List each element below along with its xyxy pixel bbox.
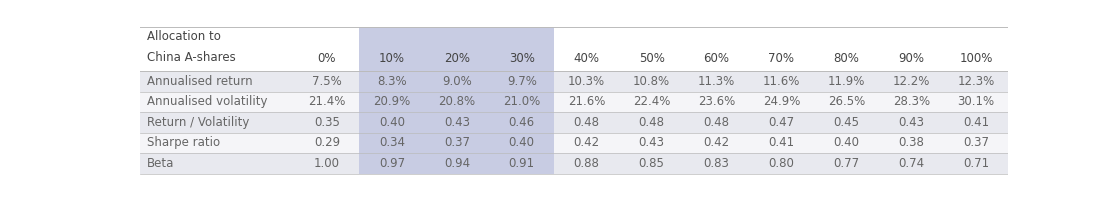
Bar [140,92,1008,112]
Text: 0.48: 0.48 [703,116,729,129]
Text: Annualised volatility: Annualised volatility [147,95,268,108]
Text: 20.9%: 20.9% [373,95,411,108]
Text: 23.6%: 23.6% [698,95,735,108]
Text: Allocation to: Allocation to [147,31,221,43]
Text: 20.8%: 20.8% [438,95,475,108]
Text: 0.94: 0.94 [444,157,470,170]
Text: 9.7%: 9.7% [507,75,536,88]
Text: 0.37: 0.37 [444,136,469,149]
Text: 0.41: 0.41 [768,136,794,149]
Text: 60%: 60% [703,53,729,65]
Text: 10.3%: 10.3% [568,75,605,88]
Text: 0.47: 0.47 [768,116,794,129]
Text: 0.48: 0.48 [573,116,599,129]
Text: 0.34: 0.34 [379,136,405,149]
Text: 0.43: 0.43 [898,116,924,129]
Text: 30%: 30% [508,53,534,65]
Bar [140,153,1008,174]
Text: 80%: 80% [833,53,859,65]
Text: China A-shares: China A-shares [147,51,235,64]
Text: 90%: 90% [898,53,924,65]
Text: 0.43: 0.43 [444,116,469,129]
Text: 40%: 40% [573,53,599,65]
Text: 28.3%: 28.3% [893,95,930,108]
Text: 0.35: 0.35 [314,116,339,129]
Text: Annualised return: Annualised return [147,75,253,88]
Bar [140,133,1008,153]
Text: 0.77: 0.77 [833,157,859,170]
Bar [140,112,1008,133]
Text: 24.9%: 24.9% [763,95,800,108]
Text: 11.3%: 11.3% [698,75,735,88]
Bar [360,27,554,174]
Text: 0.43: 0.43 [638,136,664,149]
Text: 0.91: 0.91 [508,157,535,170]
Text: 0.40: 0.40 [379,116,405,129]
Text: 21.0%: 21.0% [503,95,540,108]
Text: 12.3%: 12.3% [958,75,995,88]
Text: 9.0%: 9.0% [442,75,472,88]
Text: 0.83: 0.83 [703,157,729,170]
Text: 0.48: 0.48 [638,116,664,129]
Text: 0.41: 0.41 [963,116,989,129]
Text: 10%: 10% [379,53,405,65]
Text: 0.71: 0.71 [963,157,989,170]
Text: 70%: 70% [768,53,794,65]
Text: 30.1%: 30.1% [958,95,995,108]
Text: 0.38: 0.38 [898,136,924,149]
Text: Return / Volatility: Return / Volatility [147,116,250,129]
Text: 7.5%: 7.5% [312,75,342,88]
Bar [360,92,554,112]
Text: 12.2%: 12.2% [893,75,930,88]
Text: 50%: 50% [638,53,664,65]
Text: 22.4%: 22.4% [633,95,670,108]
Text: 0.45: 0.45 [833,116,859,129]
Text: 0.74: 0.74 [898,157,924,170]
Text: 100%: 100% [960,53,993,65]
Text: 0.80: 0.80 [768,157,794,170]
Text: 11.6%: 11.6% [763,75,800,88]
Text: 1.00: 1.00 [314,157,340,170]
Text: 26.5%: 26.5% [828,95,865,108]
Text: 0.40: 0.40 [508,136,534,149]
Text: 0.42: 0.42 [703,136,729,149]
Text: Sharpe ratio: Sharpe ratio [147,136,220,149]
Bar [360,133,554,153]
Bar [360,153,554,174]
Text: 0%: 0% [318,53,336,65]
Bar [360,71,554,92]
Text: 0.46: 0.46 [508,116,535,129]
Text: 0.97: 0.97 [379,157,405,170]
Text: 20%: 20% [444,53,469,65]
Text: 0.85: 0.85 [638,157,664,170]
Bar [360,112,554,133]
Text: 8.3%: 8.3% [377,75,407,88]
Text: 10.8%: 10.8% [633,75,670,88]
Bar [140,71,1008,92]
Text: Beta: Beta [147,157,175,170]
Text: 11.9%: 11.9% [828,75,865,88]
Text: 0.37: 0.37 [963,136,989,149]
Text: 0.29: 0.29 [314,136,340,149]
Text: 21.4%: 21.4% [308,95,346,108]
Text: 21.6%: 21.6% [568,95,606,108]
Text: 0.88: 0.88 [573,157,599,170]
Text: 0.40: 0.40 [833,136,859,149]
Text: 0.42: 0.42 [573,136,599,149]
